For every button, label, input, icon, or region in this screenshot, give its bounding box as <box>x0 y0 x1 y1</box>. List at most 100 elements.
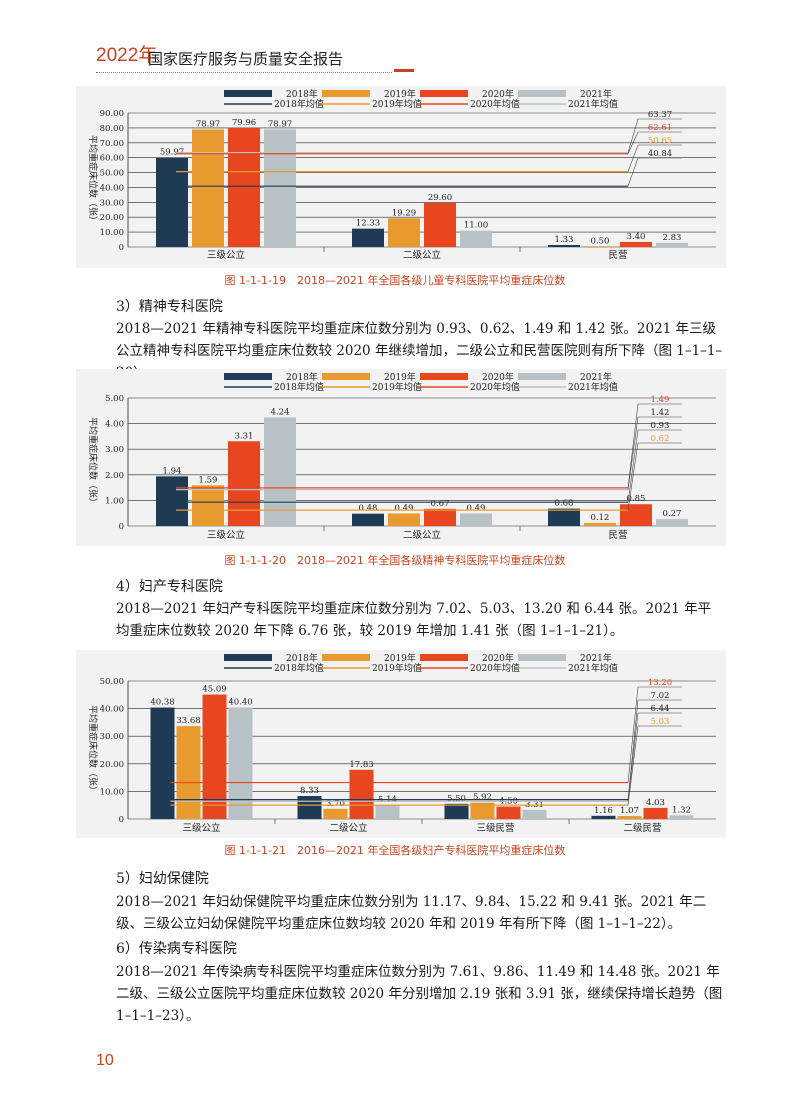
bar-value-label: 1.07 <box>620 806 639 816</box>
y-tick-label: 30.00 <box>100 732 124 742</box>
mean-callout-line <box>627 131 639 154</box>
bar <box>352 513 384 526</box>
chart-caption: 图 1-1-1-21 2016—2021 年全国各级妇产专科医院平均重症床位数 <box>224 844 566 857</box>
mean-value-label: 0.62 <box>651 434 670 444</box>
chart-psychiatric-hospital: 2018年 2018年均值 2019年 2019年均值 2020年 2020年均值 2021… <box>76 369 726 546</box>
bar-value-label: 79.96 <box>232 118 256 128</box>
bar-value-label: 12.33 <box>356 219 380 229</box>
category-label: 民营 <box>608 529 627 541</box>
y-tick-label: 0 <box>119 243 124 253</box>
bar-value-label: 1.33 <box>555 235 574 245</box>
bar <box>444 803 469 819</box>
bar-value-label: 0.50 <box>591 236 610 246</box>
legend-swatch <box>322 90 370 97</box>
legend-line-label: 2019年均值 <box>372 662 422 674</box>
bar <box>228 707 253 819</box>
legend-line-label: 2020年均值 <box>470 381 520 393</box>
legend-label: 2019年 <box>384 371 416 383</box>
legend-label: 2021年 <box>580 88 612 100</box>
bar-value-label: 1.94 <box>163 466 182 476</box>
y-tick-label: 70.00 <box>100 139 124 149</box>
bar-value-label: 4.03 <box>646 798 665 808</box>
bar <box>620 241 652 247</box>
category-label: 二级公立 <box>403 249 441 261</box>
bar-value-label: 40.38 <box>150 698 174 708</box>
chart-maternity-hospital: 2018年 2018年均值 2019年 2019年均值 2020年 2020年均值 2021… <box>76 650 726 838</box>
y-tick-label: 5.00 <box>105 394 124 404</box>
bar <box>264 129 296 247</box>
mean-value-label: 7.02 <box>651 691 670 701</box>
chart-children-hospital: 2018年 2018年均值 2019年 2019年均值 2020年 2020年均值 2021… <box>76 86 726 268</box>
legend-swatch <box>322 373 370 380</box>
y-axis-title: 平均重症床位数（张） <box>87 417 99 507</box>
section-heading: 4）妇产专科医院 <box>116 579 223 595</box>
y-axis-title: 平均重症床位数（张） <box>87 135 99 225</box>
y-tick-label: 10.00 <box>100 228 124 238</box>
mean-callout-line <box>627 157 639 187</box>
bar-value-label: 1.16 <box>594 806 613 816</box>
legend-label: 2018年 <box>286 88 318 100</box>
legend-line-label: 2019年均值 <box>372 381 422 393</box>
bar-value-label: 78.97 <box>268 119 292 129</box>
legend-line-label: 2018年均值 <box>274 381 324 393</box>
mean-callout-line <box>627 429 639 503</box>
chart-caption: 图 1-1-1-19 2018—2021 年全国各级儿童专科医院平均重症床位数 <box>224 274 566 287</box>
y-tick-label: 0 <box>119 815 124 825</box>
bar <box>424 508 456 526</box>
y-tick-label: 30.00 <box>100 198 124 208</box>
legend-line-label: 2020年均值 <box>470 662 520 674</box>
bar-value-label: 2.83 <box>663 233 682 243</box>
bar <box>584 522 616 526</box>
mean-callout-line <box>627 403 639 488</box>
section-heading: 3）精神专科医院 <box>116 299 223 315</box>
category-label: 三级公立 <box>207 249 245 261</box>
bar <box>228 127 260 247</box>
bar-value-label: 11.00 <box>464 221 488 231</box>
legend-label: 2020年 <box>482 88 514 100</box>
bar-value-label: 0.12 <box>591 513 610 523</box>
section-heading: 6）传染病专科医院 <box>116 941 237 957</box>
y-tick-label: 3.00 <box>105 445 124 455</box>
category-label: 二级民营 <box>623 822 661 834</box>
legend-label: 2018年 <box>286 652 318 664</box>
mean-callout-line <box>627 686 639 783</box>
bar <box>388 513 420 526</box>
mean-callout-line <box>627 118 639 153</box>
bar-value-label: 8.33 <box>300 786 319 796</box>
bar-value-label: 17.83 <box>349 760 373 770</box>
section-paragraph: 2018—2021 年妇幼保健院平均重症床位数分别为 11.17、9.84、15… <box>116 894 707 932</box>
bar <box>548 245 580 247</box>
bar-value-label: 0.49 <box>395 503 414 513</box>
y-tick-label: 0 <box>119 522 124 532</box>
bar-value-label: 0.67 <box>431 499 450 509</box>
mean-value-label: 40.84 <box>648 149 672 159</box>
bar <box>323 808 348 819</box>
bar-value-label: 0.68 <box>555 499 574 509</box>
bar <box>617 816 642 819</box>
bar <box>192 129 224 247</box>
bar-value-label: 3.70 <box>326 799 345 809</box>
mean-callout-line <box>627 442 639 511</box>
legend-line-label: 2021年均值 <box>568 381 618 393</box>
y-tick-label: 2.00 <box>105 471 124 481</box>
mean-value-label: 1.42 <box>651 408 670 418</box>
bar <box>202 694 227 819</box>
y-tick-label: 1.00 <box>105 496 124 506</box>
bar-value-label: 45.09 <box>202 685 226 695</box>
legend-swatch <box>420 373 468 380</box>
bar <box>470 802 495 819</box>
bar-value-label: 3.40 <box>627 232 646 242</box>
legend-swatch <box>518 90 566 97</box>
legend-label: 2021年 <box>580 652 612 664</box>
bar <box>620 504 652 526</box>
mean-value-label: 50.65 <box>648 136 672 146</box>
bar-value-label: 0.27 <box>663 509 682 519</box>
mean-value-label: 6.44 <box>651 704 670 714</box>
bar-value-label: 4.24 <box>271 407 290 417</box>
legend-line-label: 2018年均值 <box>274 662 324 674</box>
bar <box>548 508 580 526</box>
legend-swatch <box>224 90 272 97</box>
header-accent-mark <box>394 69 414 72</box>
